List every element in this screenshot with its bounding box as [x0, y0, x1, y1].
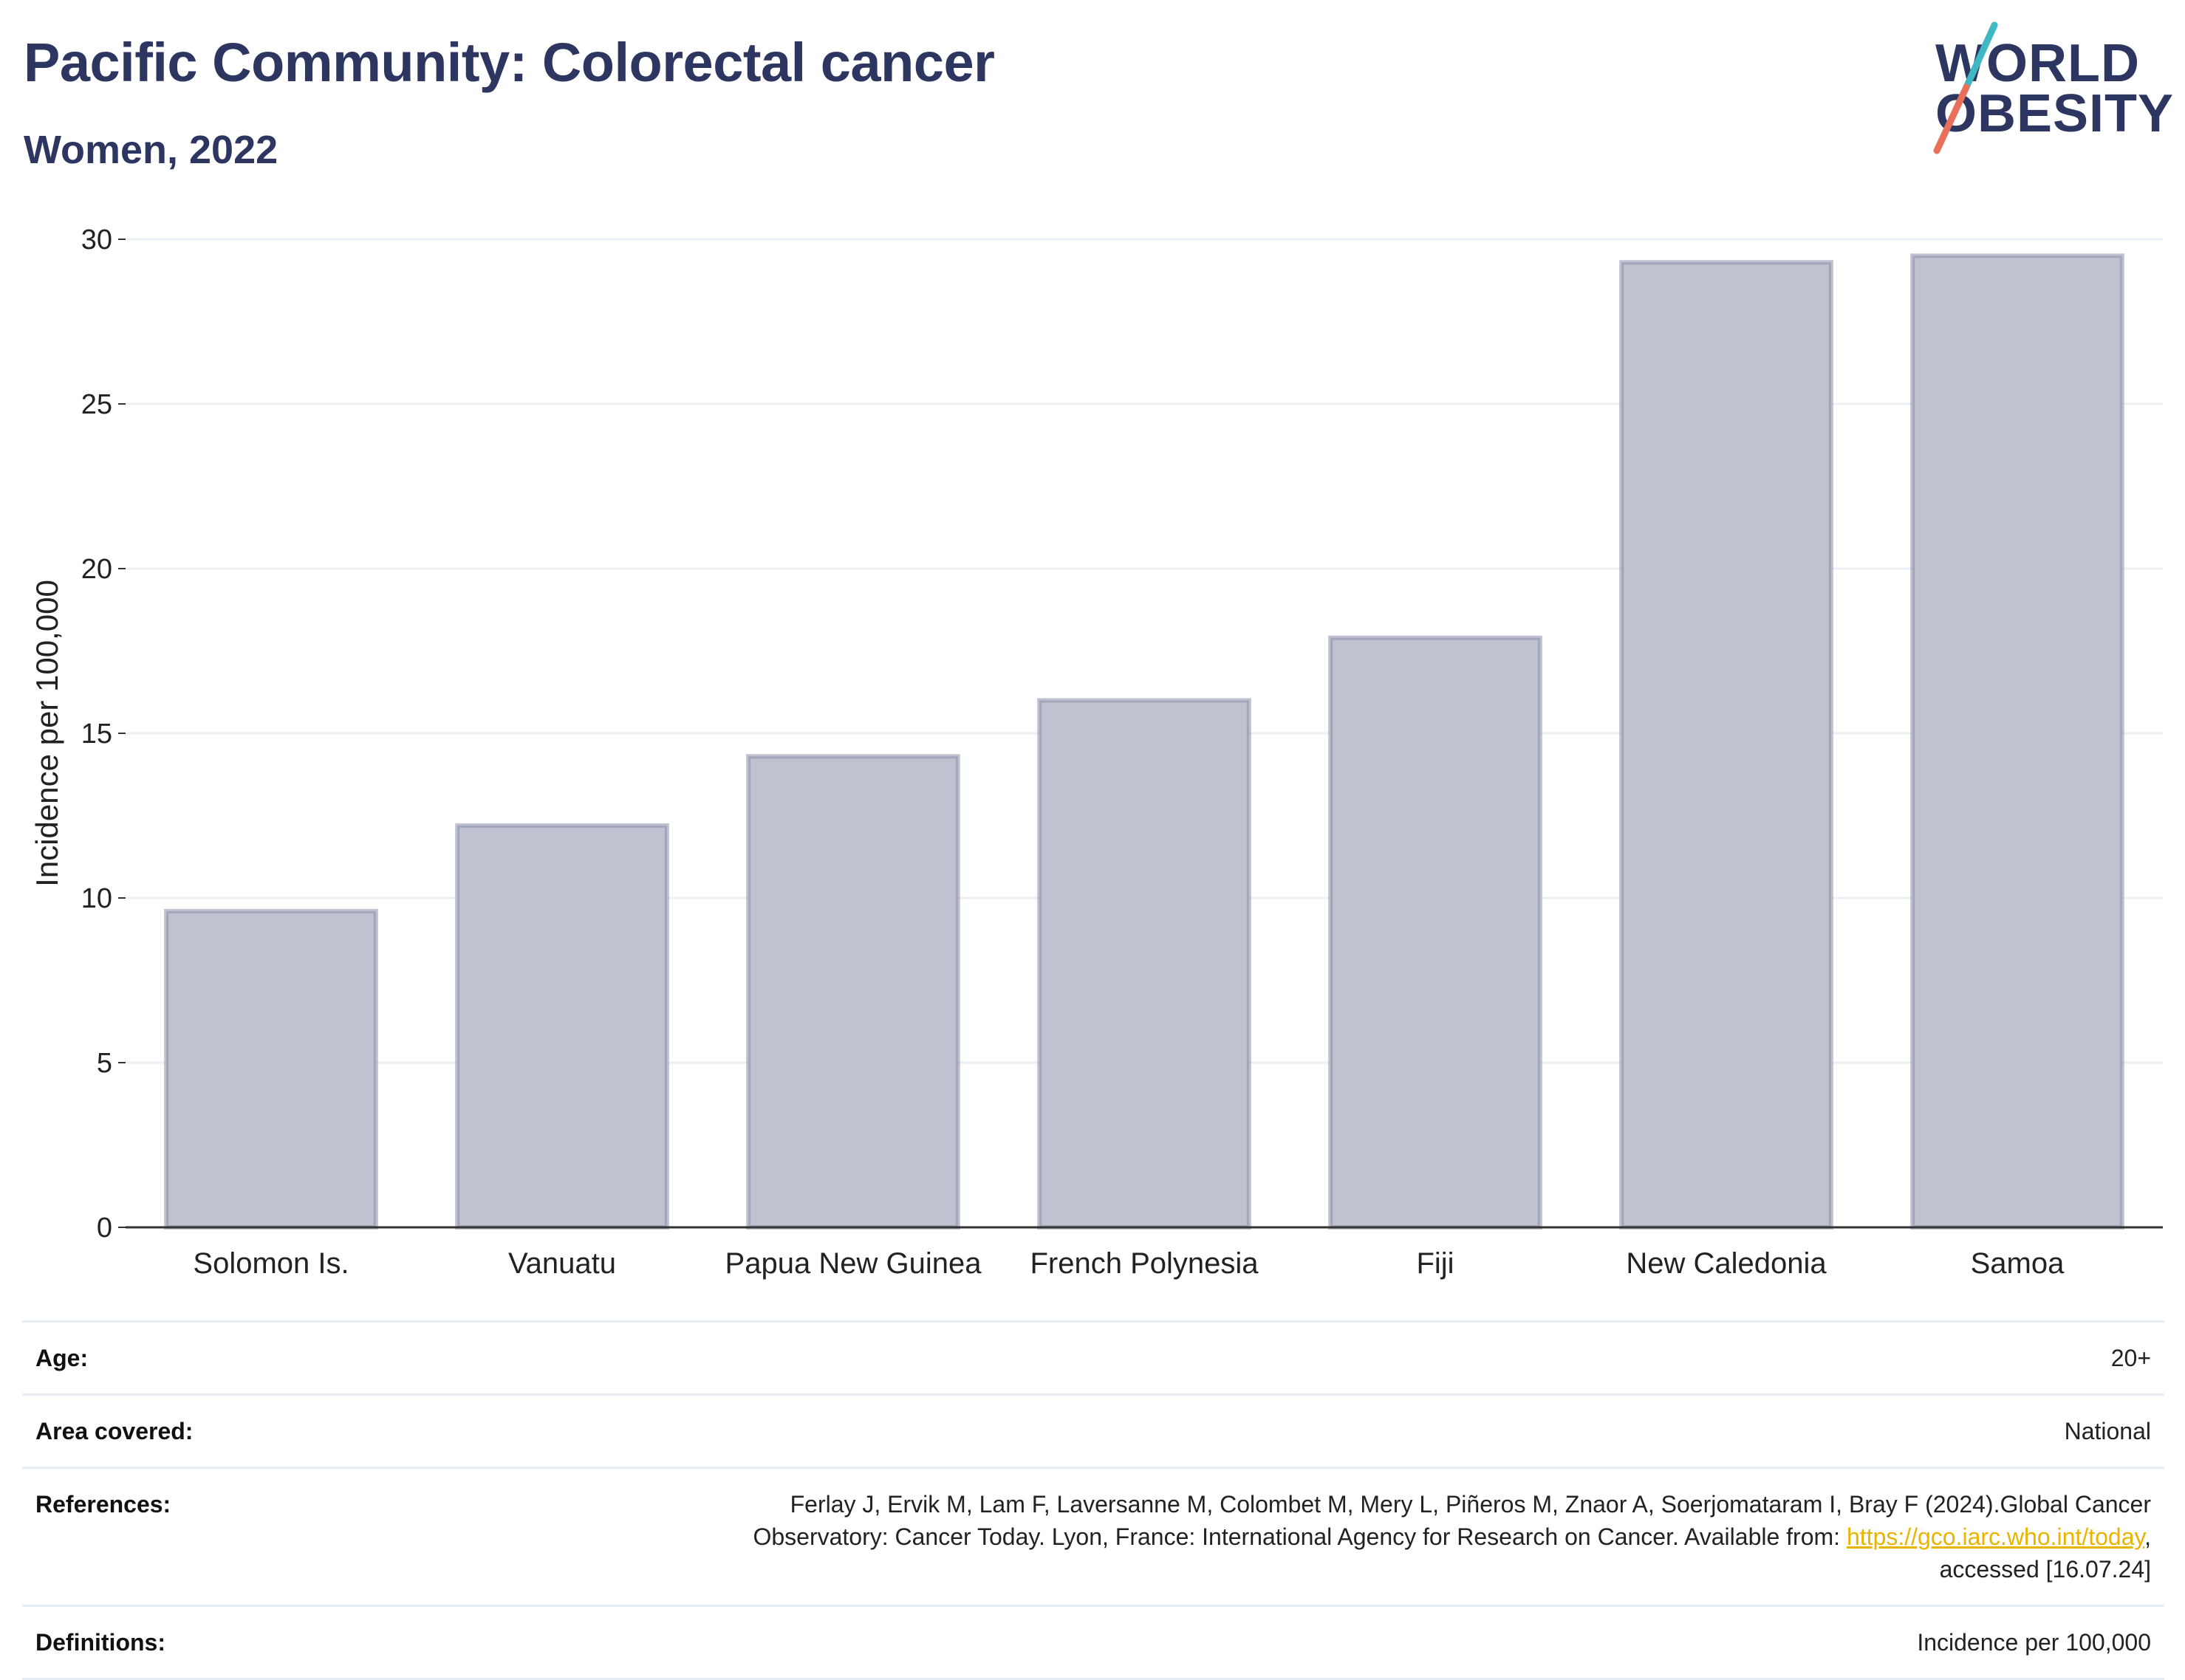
bar — [455, 823, 669, 1230]
bar — [164, 908, 378, 1230]
info-key-definitions: Definitions: — [35, 1629, 165, 1656]
logo-line-2: OBESITY — [1935, 84, 2175, 143]
info-row-area: Area covered: National — [22, 1393, 2164, 1467]
reference-line-3: accessed [16.07.24] — [1939, 1556, 2151, 1583]
x-axis-labels: Solomon Is. Vanuatu Papua New Guinea French… — [193, 1247, 2065, 1280]
info-value-definitions: Incidence per 100,000 — [1917, 1629, 2151, 1656]
info-row-definitions: Definitions: Incidence per 100,000 — [22, 1605, 2164, 1680]
x-tick-label: Fiji — [1416, 1247, 1454, 1280]
info-key-references: References: — [35, 1491, 171, 1518]
bars — [164, 253, 2124, 1230]
x-tick-label: Papua New Guinea — [725, 1247, 982, 1280]
y-tick-label: 20 — [81, 554, 112, 585]
y-tick-label: 25 — [81, 389, 112, 420]
x-tick-label: Solomon Is. — [193, 1247, 349, 1280]
chart-subtitle: Women, 2022 — [24, 128, 278, 172]
bar — [1910, 253, 2124, 1230]
bar — [1037, 698, 1251, 1230]
reference-link[interactable]: https://gco.iarc.who.int/today — [1846, 1523, 2145, 1550]
y-axis-title: Incidence per 100,000 — [30, 580, 64, 887]
info-value-references: Ferlay J, Ervik M, Lam F, Laversanne M, … — [753, 1488, 2151, 1585]
x-tick-label: Vanuatu — [508, 1247, 616, 1280]
reference-comma: , — [2144, 1523, 2151, 1550]
info-key-age: Age: — [35, 1345, 89, 1371]
y-tick-label: 15 — [81, 719, 112, 750]
bar — [1619, 260, 1833, 1230]
y-tick-label: 30 — [81, 224, 112, 256]
y-tick-label: 5 — [97, 1048, 112, 1079]
x-tick-label: Samoa — [1971, 1247, 2065, 1280]
world-obesity-logo: WORLD OBESITY — [1921, 21, 2175, 161]
y-axis-ticks: 0 5 10 15 20 25 30 — [81, 224, 126, 1244]
y-tick-label: 10 — [81, 883, 112, 914]
info-value-area: National — [2064, 1418, 2151, 1444]
info-row-age: Age: 20+ — [22, 1320, 2164, 1393]
bar — [746, 754, 960, 1230]
info-table: Age: 20+ Area covered: National Referenc… — [22, 1320, 2164, 1680]
bar-chart: 0 5 10 15 20 25 30 Solomon Is. Vanuatu Papua New… — [30, 224, 2163, 1280]
reference-line-2: Observatory: Cancer Today. Lyon, France:… — [753, 1523, 1847, 1550]
info-value-age: 20+ — [2110, 1345, 2151, 1371]
chart-title: Pacific Community: Colorectal cancer — [24, 32, 995, 93]
x-tick-label: New Caledonia — [1626, 1247, 1827, 1280]
bar — [1328, 635, 1542, 1230]
info-key-area: Area covered: — [35, 1418, 194, 1444]
reference-line-1: Ferlay J, Ervik M, Lam F, Laversanne M, … — [790, 1491, 2151, 1518]
logo-slash-icon — [1933, 21, 1998, 154]
info-row-references: References: Ferlay J, Ervik M, Lam F, La… — [22, 1467, 2164, 1605]
x-tick-label: French Polynesia — [1030, 1247, 1259, 1280]
y-tick-label: 0 — [97, 1213, 112, 1244]
